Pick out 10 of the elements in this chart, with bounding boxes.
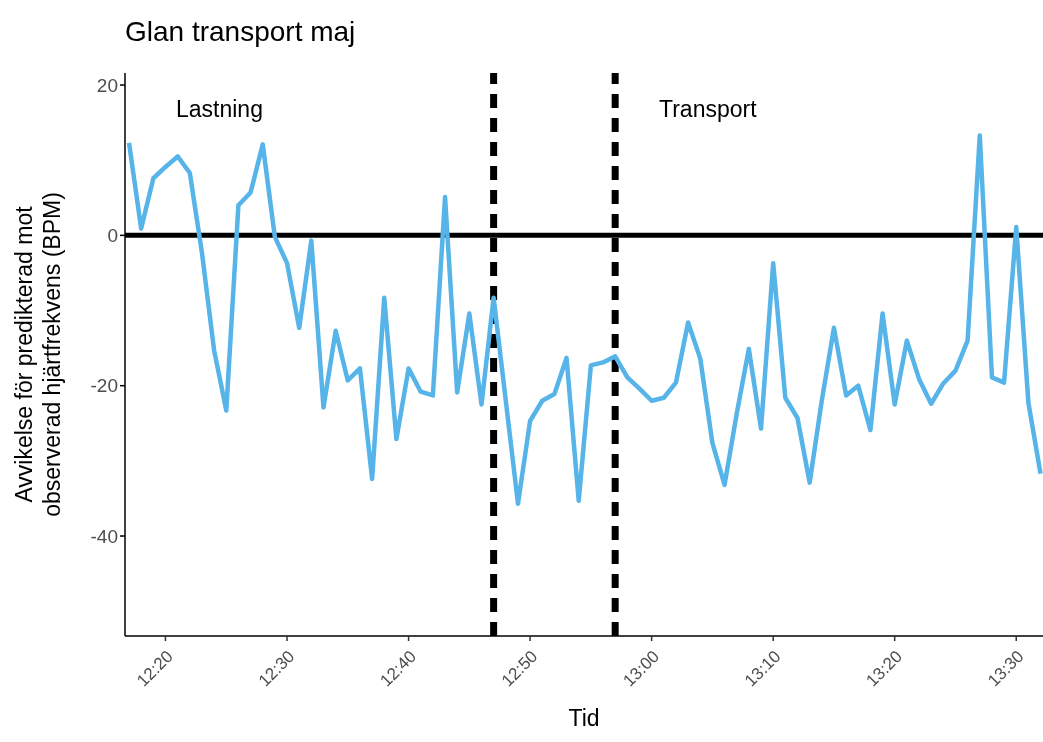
y-tick-label: -20 [90,375,118,397]
y-tick-label: 0 [107,225,118,247]
annotation: Lastning [176,96,263,123]
y-tick-label: 20 [96,74,118,96]
x-axis-title: Tid [568,705,600,731]
y-axis-title: Avvikelse för predikterad mot observerad hjärtfrekvens (BPM) [11,192,65,517]
chart-title: Glan transport maj [125,16,356,48]
y-tick-label: -40 [90,525,118,547]
annotation: Transport [659,96,757,123]
line-series [126,133,1043,506]
